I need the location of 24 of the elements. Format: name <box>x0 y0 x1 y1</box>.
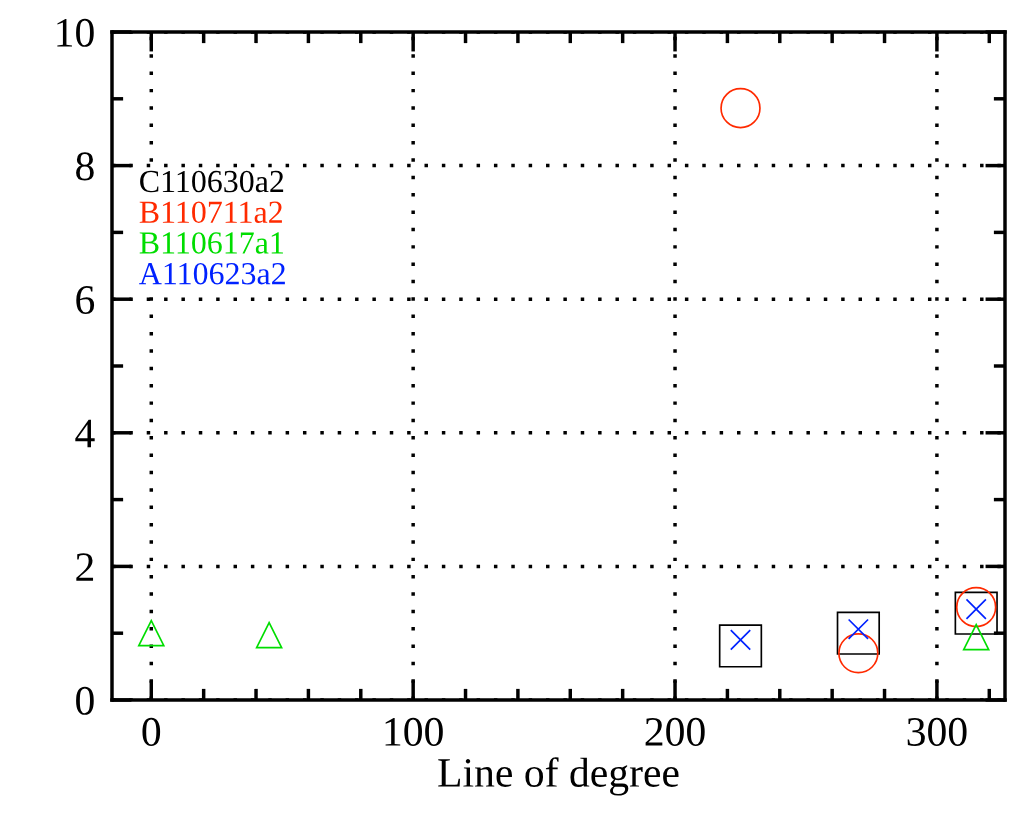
x-tick-label: 0 <box>142 717 161 746</box>
point <box>954 591 998 635</box>
x-tick-label: 300 <box>907 717 967 746</box>
point <box>255 621 283 649</box>
x-tick-label: 200 <box>645 717 705 746</box>
text: A110623a2 <box>139 262 285 285</box>
point <box>838 632 879 674</box>
point <box>962 623 990 651</box>
point <box>720 87 761 129</box>
y-tick-label: 0 <box>76 686 94 715</box>
point <box>137 619 165 647</box>
point <box>718 624 763 668</box>
y-tick-label: 4 <box>75 419 95 448</box>
y-tick-label: 2 <box>76 553 94 581</box>
y-tick-label: 6 <box>76 286 95 315</box>
legend-label: C110630a2 <box>140 170 284 193</box>
x-axis-title: Line of degree <box>438 757 679 796</box>
y-tick-label: 8 <box>76 152 94 181</box>
point <box>836 611 881 655</box>
text: B110617a1 <box>139 232 283 254</box>
y-tick-label: 10 <box>57 18 94 47</box>
x-tick-label: 100 <box>385 717 443 746</box>
point <box>955 586 997 628</box>
text: B110711a2 <box>139 201 282 224</box>
